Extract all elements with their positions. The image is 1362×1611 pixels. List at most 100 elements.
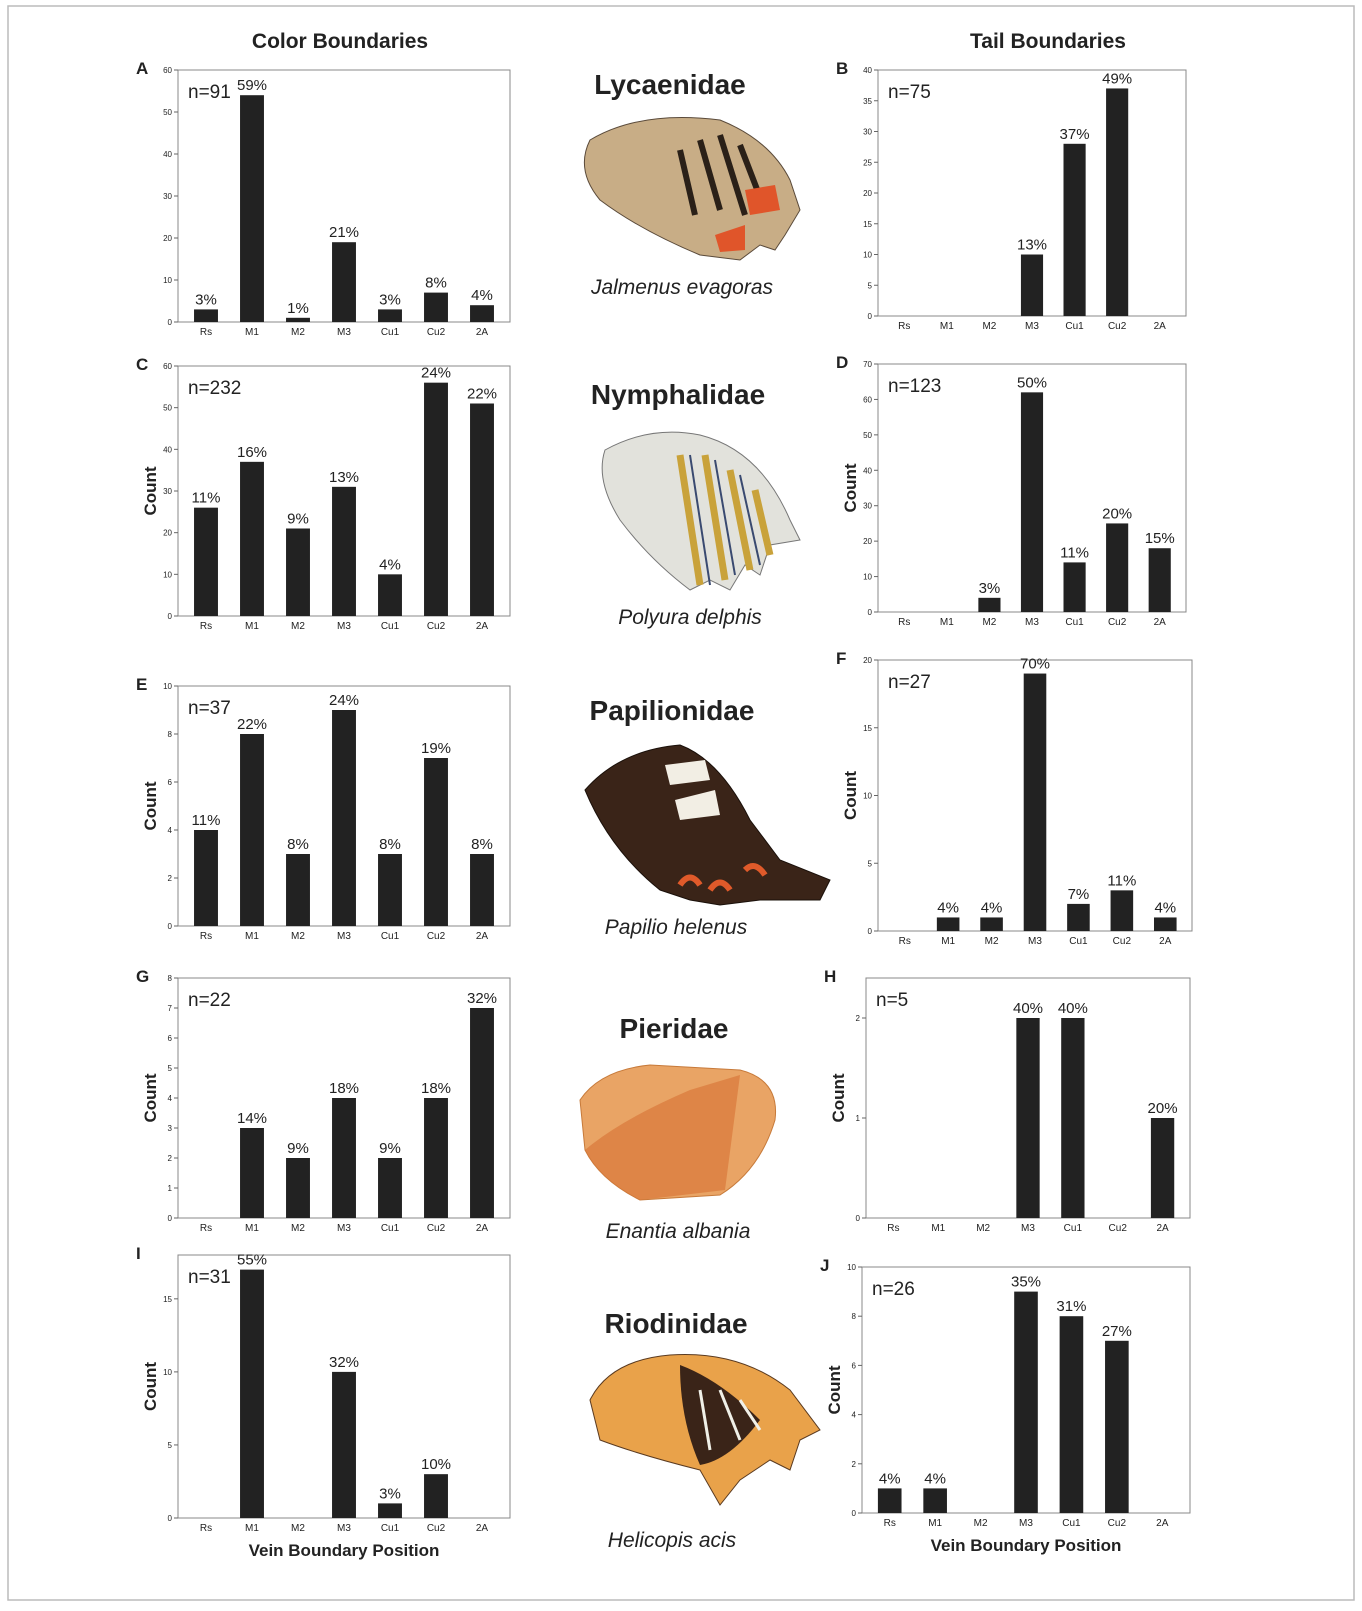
x-tick-label: Rs bbox=[200, 931, 212, 942]
y-tick-label: 5 bbox=[168, 1064, 173, 1073]
y-tick-label: 70 bbox=[863, 360, 872, 369]
x-tick-label: M3 bbox=[337, 931, 351, 942]
percent-label: 14% bbox=[237, 1110, 267, 1127]
x-tick-label: M1 bbox=[940, 617, 954, 628]
y-tick-label: 0 bbox=[168, 612, 173, 621]
x-tick-label: M3 bbox=[1025, 321, 1039, 332]
panel-letter: I bbox=[136, 1244, 141, 1263]
x-tick-label: Cu1 bbox=[381, 1523, 400, 1534]
y-tick-label: 5 bbox=[168, 1441, 173, 1450]
bar bbox=[378, 1158, 402, 1218]
bar bbox=[1067, 904, 1090, 931]
x-tick-label: Rs bbox=[200, 1523, 212, 1534]
x-tick-label: M2 bbox=[291, 327, 305, 338]
bar bbox=[470, 404, 494, 617]
x-tick-label: Rs bbox=[899, 936, 911, 947]
column-title: Tail Boundaries bbox=[970, 30, 1126, 53]
panel-letter: A bbox=[136, 59, 148, 78]
percent-label: 11% bbox=[192, 812, 221, 829]
bar bbox=[194, 309, 218, 322]
species-name: Polyura delphis bbox=[618, 606, 762, 629]
species-name: Helicopis acis bbox=[608, 1529, 737, 1552]
percent-label: 4% bbox=[1154, 899, 1176, 916]
percent-label: 15% bbox=[1145, 530, 1175, 547]
bar bbox=[240, 734, 264, 926]
percent-label: 32% bbox=[467, 990, 497, 1007]
species-name: Enantia albania bbox=[606, 1220, 751, 1243]
y-tick-label: 50 bbox=[863, 431, 872, 440]
family-name: Riodinidae bbox=[604, 1308, 747, 1339]
family-name: Lycaenidae bbox=[594, 69, 745, 100]
percent-label: 55% bbox=[237, 1252, 267, 1269]
percent-label: 18% bbox=[421, 1080, 451, 1097]
x-tick-label: M3 bbox=[337, 1523, 351, 1534]
x-tick-label: Cu1 bbox=[1069, 936, 1088, 947]
percent-label: 1% bbox=[287, 300, 309, 317]
species-name: Jalmenus evagoras bbox=[590, 276, 774, 299]
bar bbox=[978, 598, 1000, 612]
y-tick-label: 10 bbox=[847, 1263, 856, 1272]
y-tick-label: 4 bbox=[852, 1411, 857, 1420]
x-tick-label: 2A bbox=[476, 1523, 489, 1534]
x-tick-label: Rs bbox=[200, 327, 212, 338]
x-tick-label: Rs bbox=[884, 1518, 896, 1529]
x-tick-label: M3 bbox=[1019, 1518, 1033, 1529]
percent-label: 20% bbox=[1102, 505, 1132, 522]
y-tick-label: 4 bbox=[168, 826, 173, 835]
y-tick-label: 8 bbox=[852, 1312, 857, 1321]
bar bbox=[194, 830, 218, 926]
percent-label: 18% bbox=[329, 1080, 359, 1097]
percent-label: 7% bbox=[1068, 886, 1090, 903]
y-axis-label: Count bbox=[141, 1073, 160, 1122]
x-tick-label: Cu1 bbox=[1065, 321, 1084, 332]
percent-label: 32% bbox=[329, 1354, 359, 1371]
bar bbox=[470, 305, 494, 322]
x-tick-label: Cu2 bbox=[427, 621, 446, 632]
y-tick-label: 0 bbox=[168, 1514, 173, 1523]
bar bbox=[470, 1008, 494, 1218]
bar bbox=[332, 1372, 356, 1518]
x-tick-label: M1 bbox=[941, 936, 955, 947]
bar bbox=[1151, 1118, 1174, 1218]
bar bbox=[1014, 1292, 1038, 1513]
x-tick-label: Cu2 bbox=[427, 931, 446, 942]
x-tick-label: M1 bbox=[245, 621, 259, 632]
bar bbox=[286, 1158, 310, 1218]
y-tick-label: 50 bbox=[163, 108, 172, 117]
x-tick-label: M2 bbox=[291, 621, 305, 632]
y-tick-label: 0 bbox=[868, 927, 873, 936]
bar bbox=[332, 710, 356, 926]
sample-size: n=91 bbox=[188, 82, 231, 103]
column-title: Color Boundaries bbox=[252, 30, 428, 53]
x-tick-label: Cu1 bbox=[1064, 1223, 1083, 1234]
bar bbox=[1105, 1341, 1129, 1513]
percent-label: 3% bbox=[195, 291, 217, 308]
percent-label: 3% bbox=[379, 1485, 401, 1502]
percent-label: 19% bbox=[421, 740, 451, 757]
y-tick-label: 20 bbox=[863, 656, 872, 665]
x-tick-label: 2A bbox=[476, 327, 489, 338]
sample-size: n=37 bbox=[188, 698, 231, 719]
x-tick-label: M1 bbox=[245, 1223, 259, 1234]
y-tick-label: 60 bbox=[163, 362, 172, 371]
percent-label: 8% bbox=[287, 836, 309, 853]
y-tick-label: 6 bbox=[852, 1361, 857, 1370]
percent-label: 10% bbox=[421, 1456, 451, 1473]
y-tick-label: 0 bbox=[868, 312, 873, 321]
x-tick-label: Rs bbox=[200, 621, 212, 632]
y-tick-label: 10 bbox=[163, 570, 172, 579]
x-tick-label: 2A bbox=[1156, 1223, 1169, 1234]
y-tick-label: 5 bbox=[868, 859, 873, 868]
bar bbox=[1106, 88, 1128, 316]
bar bbox=[286, 854, 310, 926]
x-tick-label: M2 bbox=[982, 617, 996, 628]
x-tick-label: M3 bbox=[1021, 1223, 1035, 1234]
percent-label: 27% bbox=[1102, 1323, 1132, 1340]
x-tick-label: M2 bbox=[291, 1523, 305, 1534]
y-tick-label: 2 bbox=[168, 1154, 173, 1163]
y-tick-label: 10 bbox=[863, 251, 872, 260]
bar bbox=[1149, 548, 1171, 612]
y-axis-label: Count bbox=[141, 781, 160, 830]
bar bbox=[424, 383, 448, 616]
x-tick-label: 2A bbox=[1156, 1518, 1169, 1529]
